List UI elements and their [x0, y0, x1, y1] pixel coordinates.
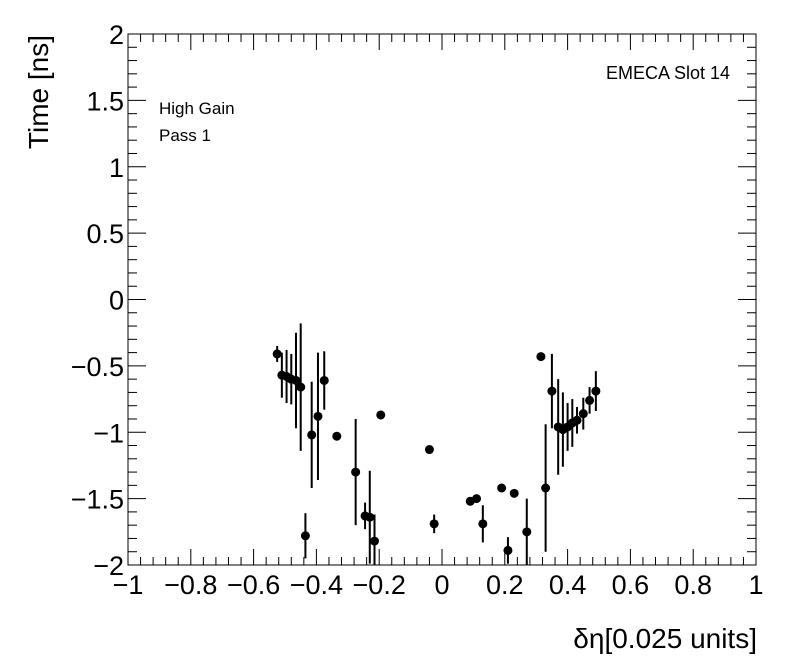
data-point [536, 352, 546, 362]
annotation-pass: Pass 1 [159, 126, 211, 145]
y-tick-label: −1 [93, 418, 124, 448]
x-tick-label: −0.2 [353, 570, 406, 600]
data-point [547, 386, 557, 396]
data-point [572, 415, 582, 425]
data-point [472, 494, 482, 504]
y-tick-label: −0.5 [71, 352, 124, 382]
data-point [332, 431, 342, 441]
x-tick-label: 0.2 [486, 570, 524, 600]
data-point [497, 483, 507, 493]
y-axis-title: Time [ns] [23, 35, 54, 149]
x-tick-label: −1 [113, 570, 144, 600]
data-point [272, 349, 282, 359]
data-point [429, 519, 439, 529]
data-point [365, 512, 375, 522]
axis-ticks [127, 33, 757, 566]
y-tick-label: 1 [109, 153, 124, 183]
data-point [313, 411, 323, 421]
x-tick-label: −0.8 [164, 570, 217, 600]
data-point [424, 445, 434, 455]
x-tick-label: −0.4 [290, 570, 343, 600]
data-point [291, 375, 301, 385]
data-point [541, 483, 551, 493]
data-point [296, 382, 306, 392]
data-point [522, 527, 532, 537]
x-tick-label: 0 [434, 570, 449, 600]
data-point [578, 409, 588, 419]
data-point [585, 395, 595, 405]
data-point [300, 531, 310, 541]
data-point [376, 410, 386, 420]
x-tick-label: 1 [748, 570, 763, 600]
y-tick-label: 1.5 [86, 86, 124, 116]
y-tick-label: 2 [109, 20, 124, 50]
x-tick-label: −0.6 [227, 570, 280, 600]
data-point [503, 545, 513, 555]
y-tick-labels: −2 −1.5 −1 −0.5 0 0.5 1 1.5 2 [71, 20, 124, 581]
y-tick-label: −1.5 [71, 485, 124, 515]
data-point [369, 536, 379, 546]
x-tick-label: 0.6 [612, 570, 650, 600]
data-points [272, 323, 601, 565]
data-point [319, 375, 329, 385]
y-tick-label: 0.5 [86, 219, 124, 249]
corner-label: EMECA Slot 14 [606, 63, 730, 83]
x-axis-title: δη[0.025 units] [573, 623, 757, 654]
annotation-high-gain: High Gain [159, 99, 235, 118]
x-tick-labels: −1 −0.8 −0.6 −0.4 −0.2 0 0.2 0.4 0.6 0.8 1 [113, 570, 764, 600]
data-point [307, 430, 317, 440]
data-point [351, 467, 361, 477]
data-point [591, 386, 601, 396]
y-tick-label: 0 [109, 286, 124, 316]
data-point [509, 488, 519, 498]
x-tick-label: 0.8 [674, 570, 712, 600]
x-tick-label: 0.4 [549, 570, 587, 600]
data-point [478, 519, 488, 529]
y-tick-label: −2 [93, 551, 124, 581]
